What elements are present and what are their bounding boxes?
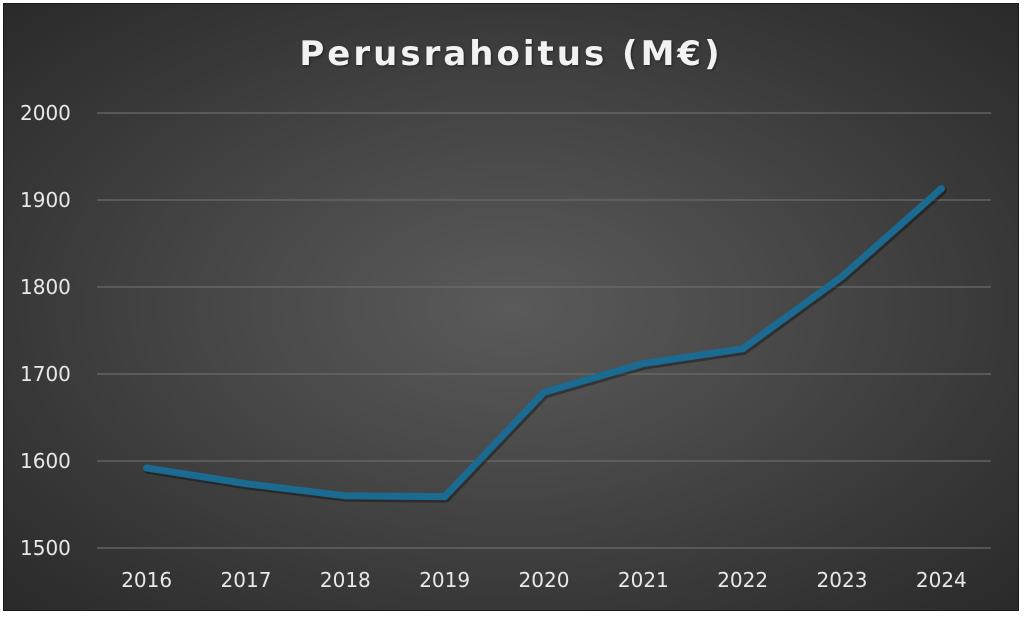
- x-tick-label: 2019: [419, 568, 470, 592]
- series-layer: [143, 185, 947, 503]
- y-tick-label: 2000: [20, 101, 71, 125]
- x-tick-label: 2021: [618, 568, 669, 592]
- x-axis-ticks: 2016 2017 2018 2019 2020 2021 2022 2023 2024: [121, 568, 967, 592]
- x-tick-label: 2016: [121, 568, 172, 592]
- y-tick-label: 1800: [20, 275, 71, 299]
- data-point-2023: [838, 273, 846, 281]
- data-point-2017: [242, 480, 250, 488]
- x-tick-label: 2022: [717, 568, 768, 592]
- chart-frame: Perusrahoitus (M€) 1500 1600 1700 1800 1900 2…: [3, 3, 1019, 611]
- data-point-2024: [937, 185, 945, 193]
- chart-title: Perusrahoitus (M€): [299, 34, 723, 74]
- y-tick-label: 1700: [20, 362, 71, 386]
- gridlines: [97, 112, 991, 549]
- data-point-2021: [639, 360, 647, 368]
- x-tick-label: 2024: [916, 568, 967, 592]
- y-tick-label: 1600: [20, 449, 71, 473]
- y-tick-label: 1500: [20, 536, 71, 560]
- data-point-2020: [540, 388, 548, 396]
- x-tick-label: 2017: [221, 568, 272, 592]
- x-tick-label: 2018: [320, 568, 371, 592]
- series-line-shadow: [144, 186, 947, 503]
- x-tick-label: 2020: [519, 568, 570, 592]
- data-point-2018: [341, 492, 349, 500]
- data-point-2016: [143, 464, 151, 472]
- y-axis-ticks: 1500 1600 1700 1800 1900 2000: [20, 101, 71, 560]
- series-line: [143, 185, 945, 501]
- y-tick-label: 1900: [20, 188, 71, 212]
- x-tick-label: 2023: [817, 568, 868, 592]
- data-point-2022: [739, 345, 747, 353]
- data-point-2019: [441, 493, 449, 501]
